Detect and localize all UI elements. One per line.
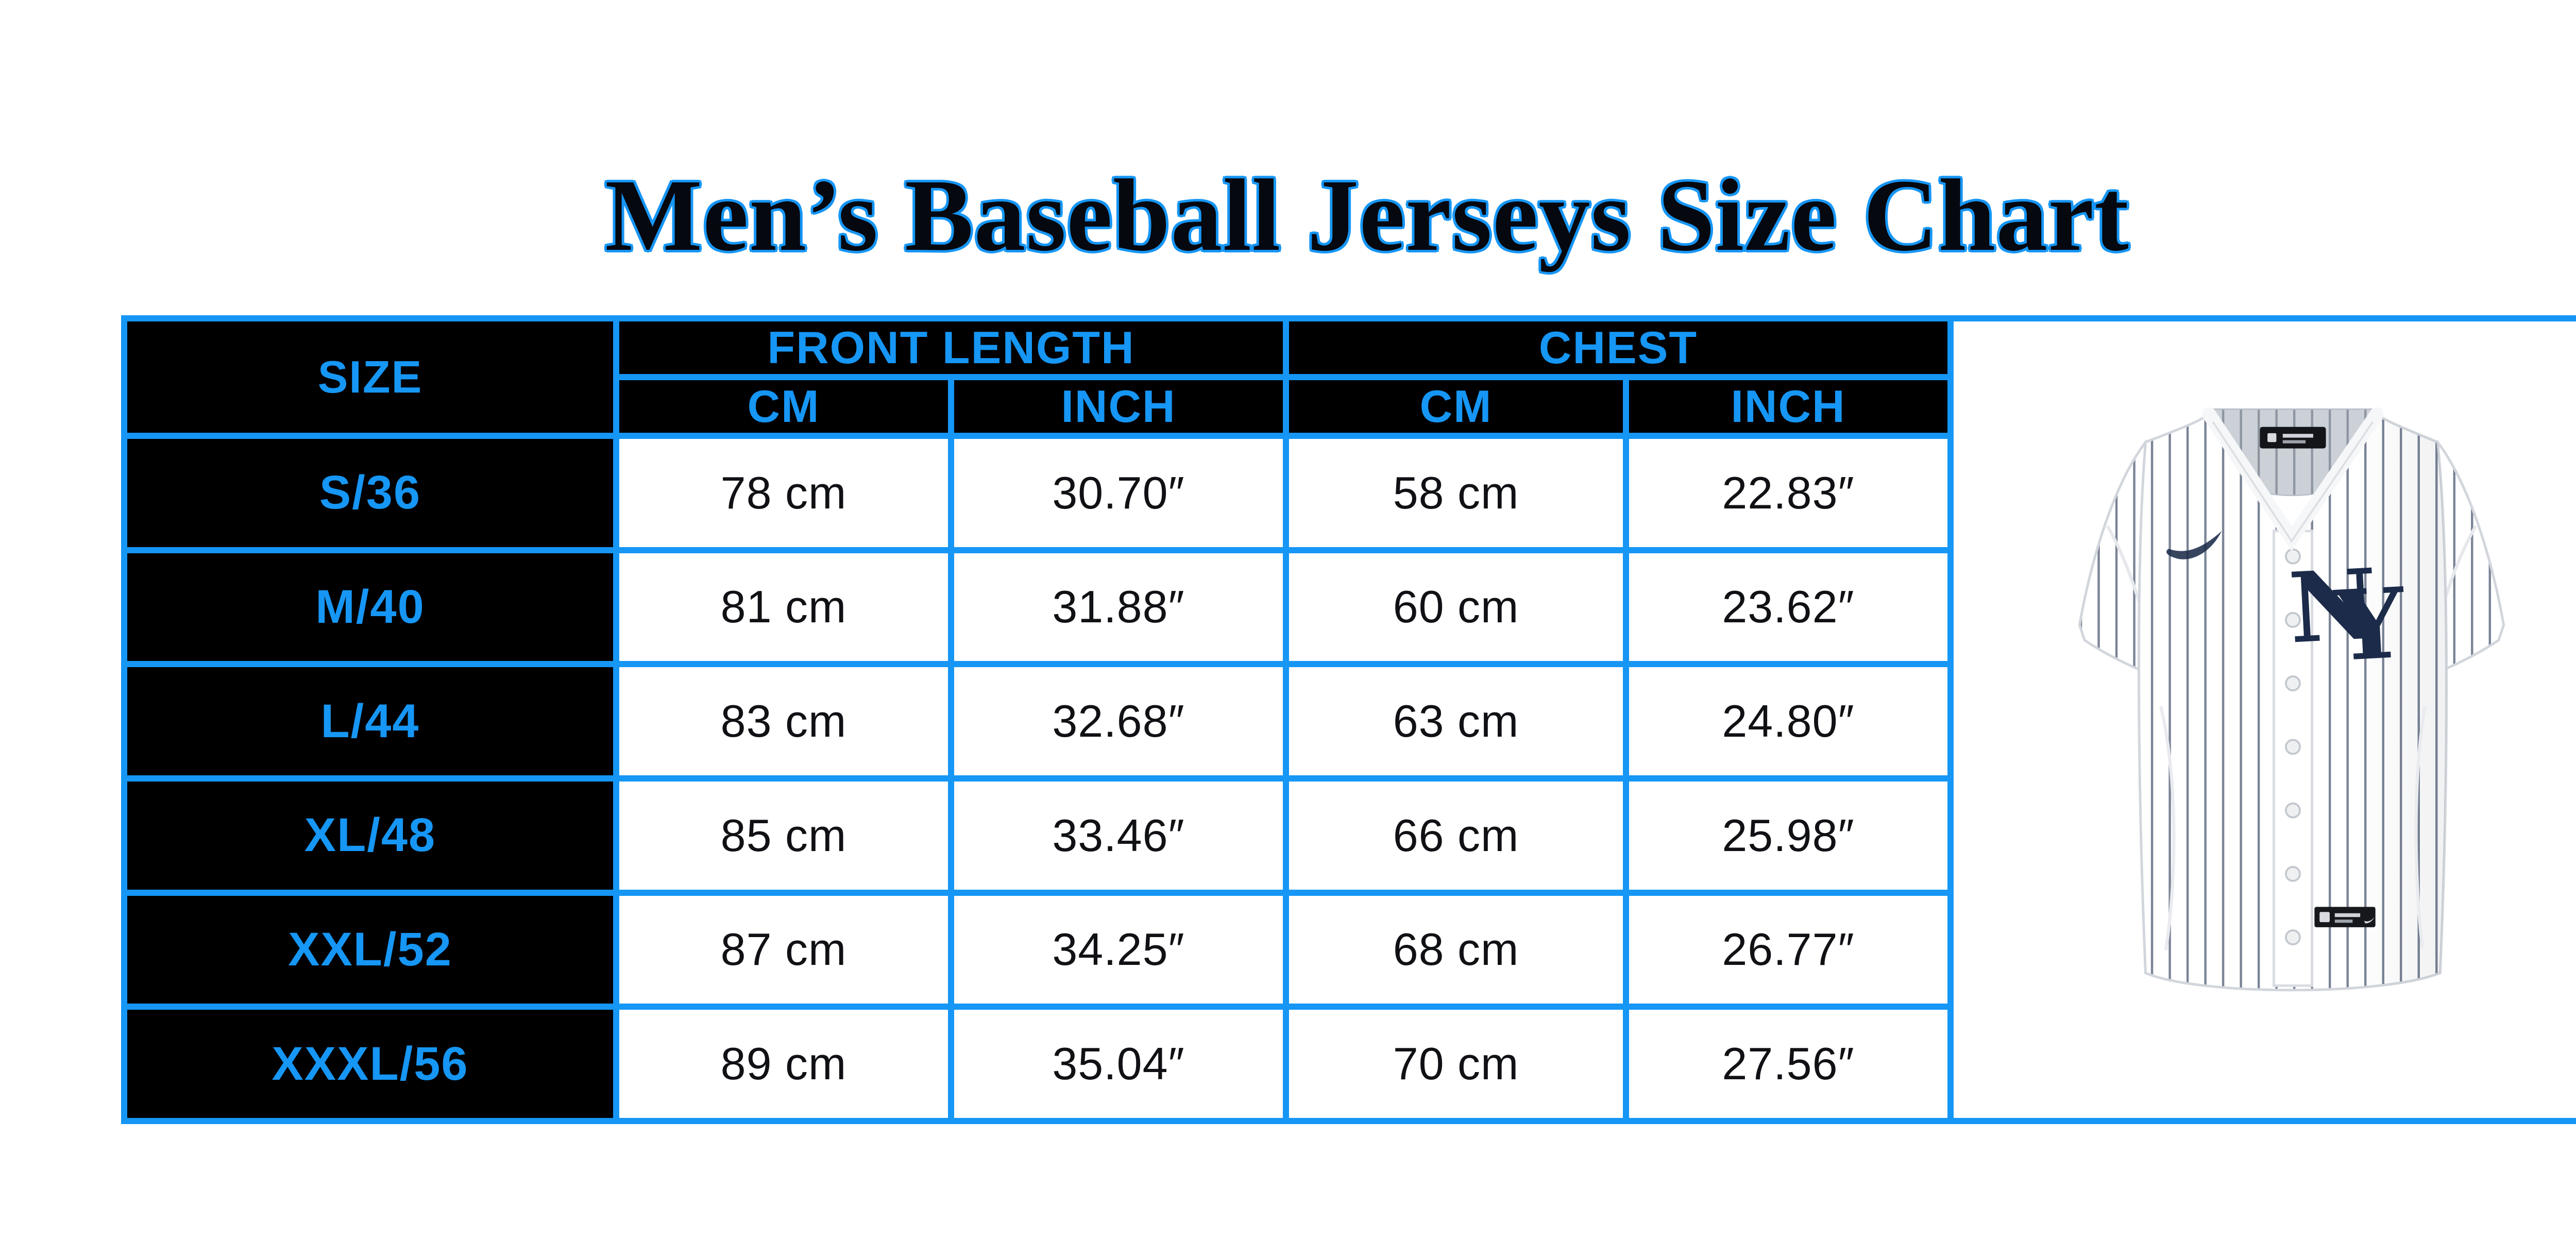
table-row: L/44 83 cm 32.68″ 63 cm 24.80″: [121, 661, 1954, 782]
measurement-cell: 83 cm: [613, 661, 954, 782]
measurement-cell: 25.98″: [1623, 775, 1954, 896]
logo-letter-n: N: [2286, 548, 2381, 666]
column-header-chest-cm: CM: [1283, 374, 1630, 439]
measurement-cell: 33.46″: [947, 775, 1290, 896]
measurement-cell: 30.70″: [947, 433, 1290, 553]
jersey-placket: [2273, 530, 2313, 987]
size-chart-figure: SIZE FRONT LENGTH CHEST CM INCH CM INCH …: [121, 315, 2576, 1124]
size-label-cell: L/44: [121, 661, 619, 782]
measurement-cell: 32.68″: [947, 661, 1290, 782]
table-row: S/36 78 cm 30.70″ 58 cm 22.83″: [121, 433, 1954, 553]
jersey-buttons-icon: [2285, 548, 2301, 946]
yankees-jersey-image: N Y: [2078, 407, 2505, 992]
nike-swoosh-icon: [2166, 531, 2222, 559]
size-chart-header: SIZE FRONT LENGTH CHEST CM INCH CM INCH: [121, 315, 1954, 439]
column-header-front-length-inch: INCH: [947, 374, 1290, 439]
jersey-collar: [2202, 407, 2384, 551]
size-label-cell: XXL/52: [121, 889, 619, 1010]
hem-tag-icon: [2314, 907, 2376, 927]
column-header-front-length: FRONT LENGTH: [613, 315, 1290, 380]
column-header-size: SIZE: [121, 315, 619, 439]
neck-label-icon: [2260, 427, 2326, 449]
size-label-cell: XL/48: [121, 775, 619, 896]
measurement-cell: 66 cm: [1283, 775, 1630, 896]
measurement-cell: 24.80″: [1623, 661, 1954, 782]
measurement-cell: 34.25″: [947, 889, 1290, 1010]
measurement-cell: 81 cm: [613, 547, 954, 668]
size-label-cell: XXXL/56: [121, 1004, 619, 1124]
size-chart-body: S/36 78 cm 30.70″ 58 cm 22.83″ M/40 81 cm 31.88…: [121, 433, 1954, 1124]
logo-letter-y: Y: [2331, 567, 2408, 684]
table-row: XXXL/56 89 cm 35.04″ 70 cm 27.56″: [121, 1004, 1954, 1124]
measurement-cell: 60 cm: [1283, 547, 1630, 668]
size-label-cell: S/36: [121, 433, 619, 553]
measurement-cell: 85 cm: [613, 775, 954, 896]
size-label-cell: M/40: [121, 547, 619, 668]
size-chart-table: SIZE FRONT LENGTH CHEST CM INCH CM INCH …: [121, 315, 1954, 1124]
measurement-cell: 58 cm: [1283, 433, 1630, 553]
measurement-cell: 70 cm: [1283, 1004, 1630, 1124]
measurement-cell: 87 cm: [613, 889, 954, 1010]
jersey-panel: N Y: [1954, 315, 2576, 1124]
measurement-cell: 89 cm: [613, 1004, 954, 1124]
header-group-row: SIZE FRONT LENGTH CHEST: [121, 315, 1954, 439]
page-title: Men’s Baseball Jerseys Size Chart: [605, 159, 2129, 273]
table-row: XXL/52 87 cm 34.25″ 68 cm 26.77″: [121, 889, 1954, 1010]
measurement-cell: 26.77″: [1623, 889, 1954, 1010]
column-header-chest-inch: INCH: [1623, 374, 1954, 439]
measurement-cell: 31.88″: [947, 547, 1290, 668]
measurement-cell: 23.62″: [1623, 547, 1954, 668]
table-row: M/40 81 cm 31.88″ 60 cm 23.62″: [121, 547, 1954, 668]
ny-interlock-logo: N Y: [2286, 548, 2409, 684]
measurement-cell: 35.04″: [947, 1004, 1290, 1124]
header-units-row: CM INCH CM INCH: [124, 374, 1954, 439]
measurement-cell: 78 cm: [613, 433, 954, 553]
measurement-cell: 27.56″: [1623, 1004, 1954, 1124]
table-row: XL/48 85 cm 33.46″ 66 cm 25.98″: [121, 775, 1954, 896]
column-header-chest: CHEST: [1283, 315, 1954, 380]
measurement-cell: 22.83″: [1623, 433, 1954, 553]
measurement-cell: 68 cm: [1283, 889, 1630, 1010]
column-header-front-length-cm: CM: [613, 374, 954, 439]
measurement-cell: 63 cm: [1283, 661, 1630, 782]
